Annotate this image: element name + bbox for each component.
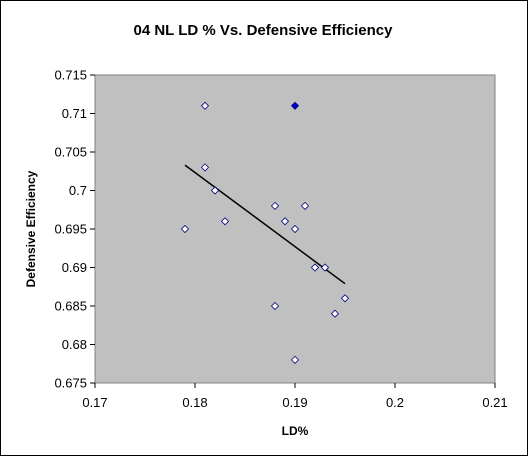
data-point	[290, 101, 300, 110]
y-tick-label: 0.695	[54, 222, 87, 237]
x-tick-label: 0.17	[82, 395, 107, 410]
y-axis-title: Defensive Efficiency	[24, 170, 38, 287]
data-point	[340, 294, 350, 303]
x-axis-title: LD%	[282, 424, 309, 438]
data-point	[210, 186, 220, 195]
data-point	[310, 263, 320, 272]
y-tick-label: 0.68	[62, 337, 87, 352]
y-axis: 0.675 0.68 0.685 0.69 0.695 0.7 0.705 0.71 0.715	[54, 68, 95, 391]
data-point	[290, 224, 300, 234]
chart-title: 04 NL LD % Vs. Defensive Efficiency	[134, 22, 394, 39]
data-points	[180, 101, 350, 364]
data-point	[200, 101, 210, 110]
x-tick-label: 0.21	[482, 395, 507, 410]
y-tick-label: 0.7	[69, 183, 87, 198]
y-tick-label: 0.685	[54, 299, 87, 314]
x-tick-label: 0.2	[386, 395, 404, 410]
y-tick-label: 0.675	[54, 376, 87, 391]
data-point	[290, 355, 300, 364]
data-point	[180, 224, 190, 234]
y-tick-label: 0.71	[62, 106, 87, 121]
data-point	[330, 309, 340, 318]
x-axis: 0.17 0.18 0.19 0.2 0.21	[82, 383, 508, 410]
x-tick-label: 0.18	[182, 395, 207, 410]
y-tick-label: 0.715	[54, 68, 87, 83]
y-tick-label: 0.705	[54, 145, 87, 160]
data-point	[220, 217, 230, 226]
trendline	[184, 164, 346, 285]
data-point	[200, 163, 210, 172]
data-point	[300, 201, 310, 210]
data-point	[320, 263, 330, 272]
data-point	[280, 217, 290, 226]
x-tick-label: 0.19	[282, 395, 307, 410]
data-point	[270, 301, 280, 311]
y-tick-label: 0.69	[62, 260, 87, 275]
data-point	[270, 201, 280, 210]
